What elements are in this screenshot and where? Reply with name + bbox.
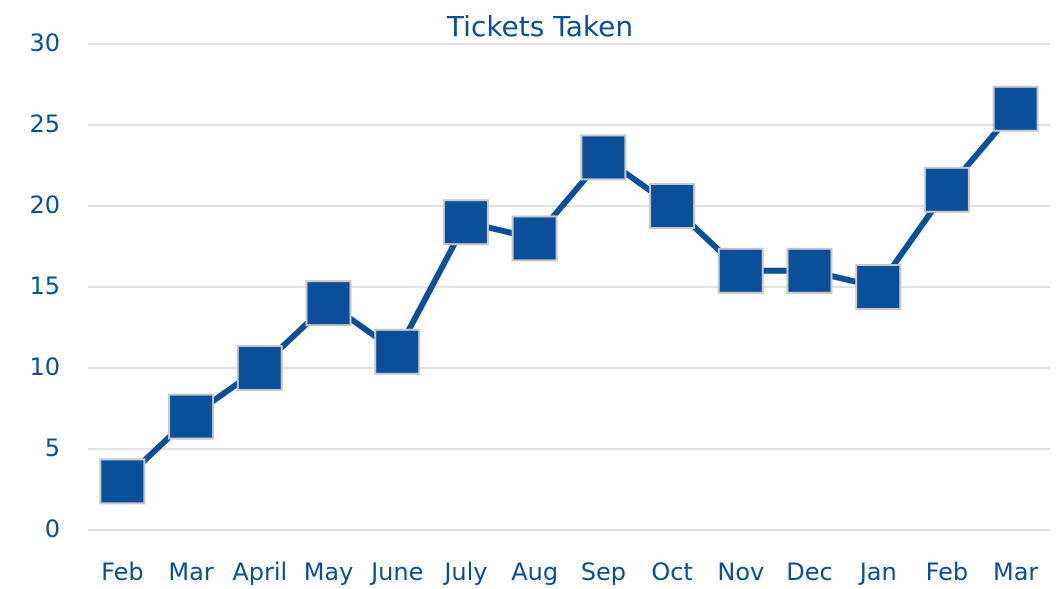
- x-tick-label: Sep: [581, 558, 626, 586]
- x-tick-label: Nov: [717, 558, 764, 586]
- marker: [923, 166, 970, 213]
- x-tick-label: Mar: [168, 558, 213, 586]
- marker: [374, 328, 421, 375]
- y-tick-label: 30: [29, 29, 60, 57]
- marker: [305, 280, 352, 327]
- x-tick-label: Mar: [993, 558, 1038, 586]
- marker: [442, 199, 489, 246]
- x-tick-label: April: [232, 558, 287, 586]
- x-tick-label: June: [369, 558, 423, 586]
- x-tick-label: Feb: [926, 558, 969, 586]
- x-tick-label: Aug: [511, 558, 558, 586]
- marker: [649, 183, 696, 229]
- x-tick-label: Feb: [101, 558, 144, 586]
- chart-title: Tickets Taken: [446, 10, 633, 43]
- marker: [992, 85, 1039, 132]
- x-tick-label: Oct: [651, 558, 693, 586]
- x-tick-label: Dec: [786, 558, 832, 586]
- y-tick-label: 0: [45, 515, 60, 543]
- marker: [511, 215, 558, 262]
- x-tick-label: May: [304, 558, 354, 586]
- y-tick-label: 5: [45, 434, 60, 462]
- marker: [99, 458, 146, 505]
- y-tick-label: 25: [29, 110, 60, 138]
- y-tick-label: 20: [29, 191, 60, 219]
- marker: [168, 393, 215, 440]
- marker: [786, 247, 833, 294]
- y-tick-label: 15: [29, 272, 60, 300]
- marker: [236, 345, 283, 391]
- y-tick-label: 10: [29, 353, 60, 381]
- marker: [717, 247, 764, 294]
- x-tick-label: Jan: [858, 558, 897, 586]
- x-tick-label: July: [442, 558, 487, 586]
- marker: [580, 134, 627, 181]
- marker: [855, 264, 902, 310]
